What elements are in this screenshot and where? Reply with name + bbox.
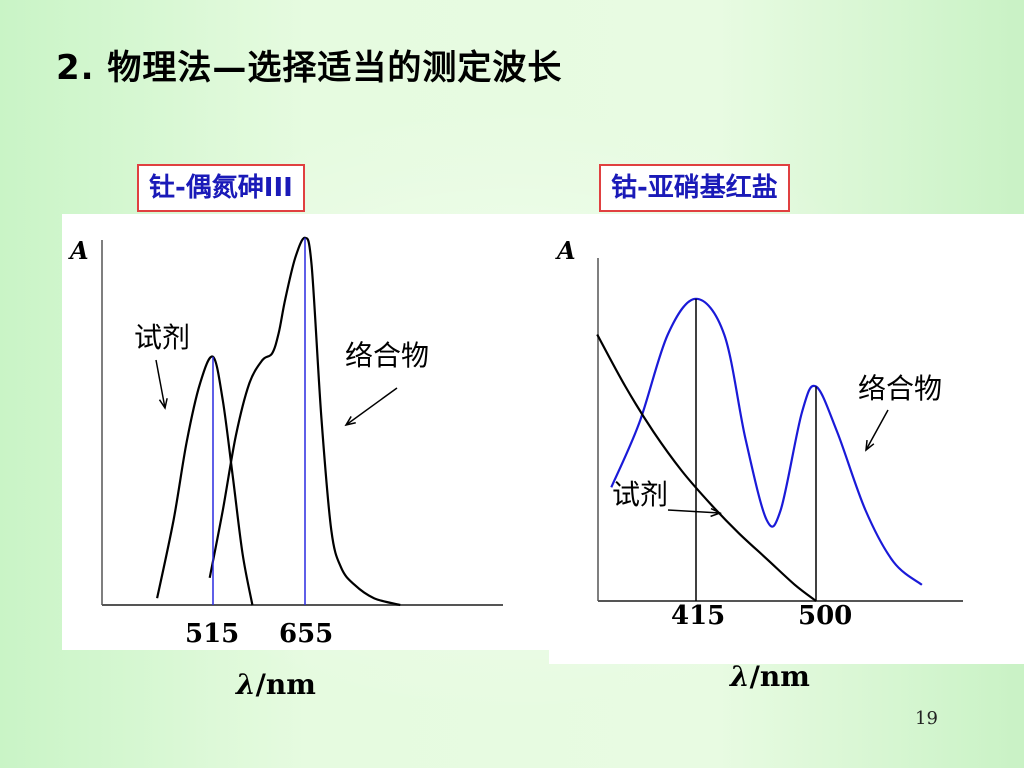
- complex-label-left: 络合物: [345, 339, 430, 372]
- chart-panel-left: [62, 214, 550, 650]
- tick-label-515: 515: [185, 619, 240, 649]
- tick-label-415: 415: [671, 601, 726, 631]
- lambda-symbol: λ: [730, 660, 750, 693]
- page-number: 19: [915, 708, 938, 729]
- reagent-label-left: 试剂: [134, 321, 191, 354]
- y-axis-label-left: A: [70, 236, 89, 265]
- unit-text: /nm: [749, 660, 810, 693]
- reagent-pointer-left: [155, 359, 166, 409]
- complex-pointer-right: [865, 409, 889, 451]
- series-line-b: [208, 236, 401, 607]
- complex-label-right: 络合物: [858, 372, 943, 405]
- series-line-b: [596, 333, 817, 602]
- lambda-symbol: λ: [236, 668, 256, 701]
- chart-title-right: 钴-亚硝基红盐: [599, 164, 790, 212]
- y-axis-label-right: A: [557, 236, 576, 265]
- tick-label-655: 655: [279, 619, 334, 649]
- complex-pointer-right-head: [865, 439, 875, 452]
- reagent-pointer-right: [667, 509, 721, 514]
- x-axis-label-left: λ/nm: [236, 668, 316, 701]
- complex-pointer-left: [345, 387, 398, 426]
- series-line-a: [156, 355, 254, 606]
- reagent-label-right: 试剂: [612, 478, 669, 511]
- chart-title-left: 钍-偶氮砷III: [137, 164, 305, 212]
- page-title: 2. 物理法—选择适当的测定波长: [56, 48, 563, 88]
- complex-pointer-left-head: [344, 416, 356, 427]
- reagent-pointer-left-head: [158, 398, 168, 410]
- series-line-a: [610, 297, 923, 586]
- unit-text: /nm: [255, 668, 316, 701]
- chart-panel-right: [549, 214, 1024, 664]
- tick-label-500: 500: [798, 601, 853, 631]
- x-axis-label-right: λ/nm: [730, 660, 810, 693]
- reagent-pointer-right-head: [710, 507, 722, 518]
